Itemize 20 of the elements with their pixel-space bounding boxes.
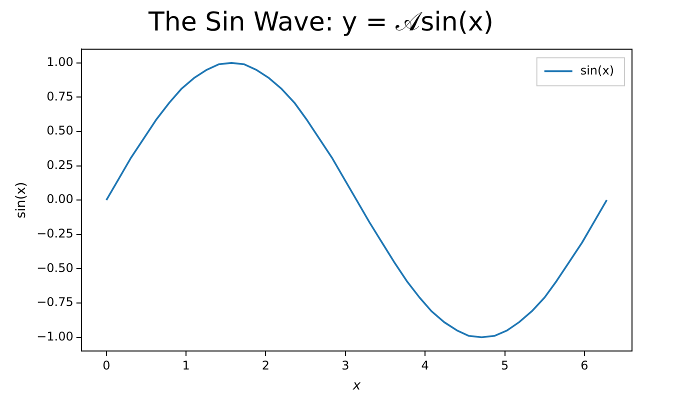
y-tick-label: 0.25 [46,158,74,172]
y-tick-label: 1.00 [46,55,74,70]
x-tick-label: 3 [342,358,350,372]
y-tick-label: −0.75 [36,295,74,310]
y-tick-label: 0.75 [46,89,74,104]
x-tick-label: 0 [102,358,110,372]
x-tick-label: 6 [580,358,588,372]
y-tick-label: 0.50 [46,124,74,138]
legend-label: sin(x) [580,63,614,78]
x-tick-label: 1 [182,358,190,372]
y-axis-title: sin(x) [14,182,30,218]
chart-title: The Sin Wave: y = 𝒜sin(x) [147,7,494,38]
x-tick-label: 4 [421,358,429,372]
y-tick-label: −0.25 [36,226,74,241]
y-tick-label: −1.00 [36,329,74,344]
x-tick-label: 2 [262,358,270,372]
y-tick-label: 0.00 [46,192,74,206]
x-tick-label: 5 [500,358,509,372]
y-tick-label: −0.50 [36,260,74,275]
x-axis-title: x [352,378,361,394]
